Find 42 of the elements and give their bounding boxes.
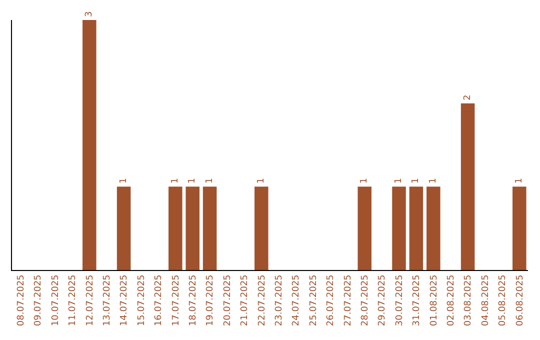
data-label: 1 — [394, 178, 404, 184]
x-tick-label: 10.07.2025 — [50, 274, 61, 326]
x-tick-label: 09.07.2025 — [34, 274, 44, 326]
data-label: 1 — [170, 178, 180, 184]
x-tick-label: 27.07.2025 — [343, 274, 354, 326]
x-tick-label: 08.07.2025 — [16, 274, 27, 326]
data-label: 3 — [84, 11, 94, 17]
x-tick-label: 22.07.2025 — [257, 274, 268, 326]
x-tick-label: 04.08.2025 — [480, 274, 491, 326]
x-tick-label: 28.07.2025 — [360, 274, 371, 326]
data-label: 1 — [188, 178, 198, 184]
x-tick-label: 02.08.2025 — [446, 274, 457, 326]
x-tick-label: 13.07.2025 — [102, 274, 113, 326]
data-label: 1 — [256, 178, 266, 184]
x-tick-label: 24.07.2025 — [292, 274, 302, 326]
x-tick-label: 17.07.2025 — [171, 274, 182, 326]
x-tick-label: 14.07.2025 — [120, 274, 130, 326]
x-tick-label: 05.08.2025 — [498, 274, 508, 326]
x-tick-label: 06.08.2025 — [515, 274, 526, 326]
data-label: 1 — [514, 178, 524, 184]
x-tick-label: 01.08.2025 — [429, 274, 440, 326]
x-tick-label: 20.07.2025 — [222, 274, 233, 326]
x-tick-label: 21.07.2025 — [240, 274, 250, 326]
x-tick-label: 15.07.2025 — [136, 274, 147, 326]
x-tick-label: 26.07.2025 — [326, 274, 336, 326]
x-tick-label: 16.07.2025 — [154, 274, 164, 326]
data-label: 1 — [428, 178, 438, 184]
data-label: 2 — [462, 94, 473, 100]
x-tick-label: 31.07.2025 — [412, 274, 422, 326]
data-label: 1 — [118, 178, 129, 184]
x-tick-label: 12.07.2025 — [85, 274, 96, 326]
x-tick-label: 19.07.2025 — [206, 274, 216, 326]
x-tick-label: 25.07.2025 — [308, 274, 319, 326]
x-tick-label: 30.07.2025 — [394, 274, 405, 326]
x-tick-label: 18.07.2025 — [188, 274, 199, 326]
x-tick-label: 23.07.2025 — [274, 274, 285, 326]
data-label: 1 — [360, 178, 370, 184]
x-tick-label: 03.08.2025 — [464, 274, 474, 326]
data-label: 1 — [411, 178, 422, 184]
x-tick-label: 29.07.2025 — [378, 274, 388, 326]
data-label: 1 — [204, 178, 215, 184]
x-tick-label: 11.07.2025 — [68, 274, 78, 326]
